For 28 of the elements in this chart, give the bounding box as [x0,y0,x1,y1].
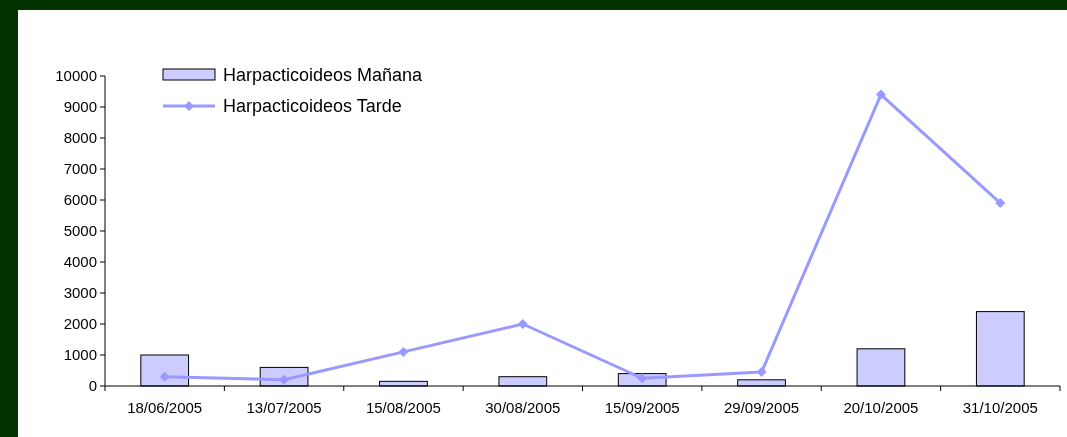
x-tick-label: 20/10/2005 [843,399,919,416]
point [756,367,767,378]
x-tick-label: 31/10/2005 [962,399,1038,416]
x-tick-label: 15/08/2005 [365,399,441,416]
point [398,346,409,357]
x-tick-label: 13/07/2005 [246,399,322,416]
x-tick-label: 30/08/2005 [485,399,561,416]
y-tick-label: 10000 [55,67,97,85]
x-tick-label: 29/09/2005 [724,399,800,416]
y-tick-label: 6000 [63,191,97,209]
y-tick-label: 2000 [63,315,97,333]
y-tick-label: 0 [88,377,97,395]
y-tick-label: 5000 [63,222,97,240]
y-tick-label: 8000 [63,129,97,147]
point [875,89,886,100]
x-tick-label: 18/06/2005 [127,399,203,416]
y-tick-label: 4000 [63,253,97,271]
point [159,371,170,382]
y-tick-label: 9000 [63,98,97,116]
point [517,319,528,329]
legend-label: Harpacticoideos Mañana [223,65,424,86]
legend-label: Harpacticoideos Tarde [223,96,402,117]
point [995,198,1006,209]
y-tick-label: 7000 [63,160,97,178]
point [279,374,290,385]
y-tick-label: 3000 [63,284,97,302]
y-tick-label: 1000 [63,346,97,364]
x-tick-label: 15/09/2005 [604,399,680,416]
